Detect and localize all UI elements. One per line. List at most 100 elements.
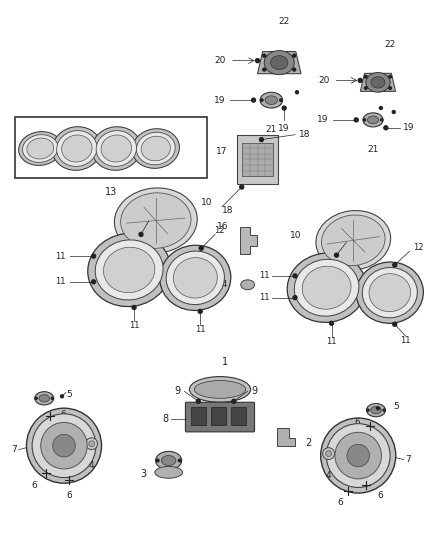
- Text: 19: 19: [215, 95, 226, 104]
- Ellipse shape: [141, 136, 170, 161]
- Ellipse shape: [120, 193, 191, 248]
- Ellipse shape: [162, 456, 176, 465]
- Text: 9: 9: [251, 386, 258, 397]
- Circle shape: [293, 274, 297, 278]
- Text: 18: 18: [222, 206, 233, 215]
- Text: 9: 9: [174, 386, 180, 397]
- Ellipse shape: [241, 280, 254, 290]
- Circle shape: [389, 87, 392, 90]
- Ellipse shape: [369, 273, 410, 312]
- Text: 5: 5: [394, 402, 399, 411]
- Ellipse shape: [52, 127, 102, 171]
- Circle shape: [354, 118, 358, 122]
- Circle shape: [296, 91, 298, 94]
- Ellipse shape: [35, 392, 54, 405]
- Text: 6: 6: [32, 481, 37, 490]
- Ellipse shape: [380, 119, 383, 121]
- Circle shape: [377, 407, 379, 410]
- Circle shape: [255, 59, 259, 62]
- Text: 11: 11: [195, 325, 205, 334]
- Text: 6: 6: [377, 490, 383, 499]
- Circle shape: [261, 99, 263, 101]
- Circle shape: [367, 409, 369, 411]
- Ellipse shape: [371, 77, 385, 88]
- Circle shape: [51, 398, 53, 399]
- Ellipse shape: [366, 72, 390, 92]
- Text: 20: 20: [215, 56, 226, 65]
- Ellipse shape: [363, 113, 383, 127]
- Circle shape: [35, 398, 37, 399]
- Bar: [14, 117, 207, 178]
- Circle shape: [293, 54, 296, 57]
- Circle shape: [259, 138, 263, 142]
- Ellipse shape: [39, 394, 49, 402]
- Ellipse shape: [95, 240, 163, 300]
- Text: 6: 6: [66, 490, 72, 499]
- Text: 7: 7: [406, 455, 411, 464]
- Ellipse shape: [178, 459, 181, 462]
- Polygon shape: [360, 74, 396, 91]
- Text: 22: 22: [279, 17, 290, 26]
- Circle shape: [293, 296, 297, 300]
- Text: 10: 10: [201, 198, 213, 207]
- Circle shape: [364, 119, 365, 121]
- Text: 11: 11: [56, 252, 66, 261]
- Text: 21: 21: [367, 145, 379, 154]
- Circle shape: [280, 99, 282, 101]
- Circle shape: [358, 78, 362, 83]
- Circle shape: [282, 106, 286, 110]
- Text: 10: 10: [290, 231, 302, 240]
- Ellipse shape: [264, 51, 294, 75]
- Ellipse shape: [279, 99, 283, 101]
- Text: 12: 12: [345, 234, 356, 243]
- Ellipse shape: [35, 398, 37, 399]
- Ellipse shape: [189, 377, 251, 402]
- Circle shape: [389, 75, 392, 78]
- Text: 4: 4: [326, 471, 332, 480]
- Polygon shape: [240, 227, 257, 254]
- Text: 19: 19: [317, 115, 328, 124]
- Ellipse shape: [27, 138, 54, 159]
- Text: 19: 19: [403, 123, 414, 132]
- Text: 6: 6: [60, 409, 66, 418]
- Ellipse shape: [32, 414, 96, 478]
- Ellipse shape: [173, 257, 217, 298]
- Ellipse shape: [51, 398, 53, 399]
- Text: 12: 12: [148, 212, 158, 221]
- Circle shape: [139, 232, 143, 237]
- Circle shape: [384, 126, 388, 130]
- Ellipse shape: [114, 188, 197, 253]
- FancyBboxPatch shape: [191, 407, 206, 425]
- Ellipse shape: [302, 266, 351, 309]
- Ellipse shape: [356, 262, 424, 324]
- Ellipse shape: [367, 409, 369, 411]
- Circle shape: [335, 253, 339, 257]
- Ellipse shape: [265, 96, 278, 104]
- Circle shape: [393, 263, 397, 267]
- Text: 3: 3: [141, 470, 147, 479]
- Circle shape: [132, 305, 136, 310]
- Circle shape: [232, 399, 236, 403]
- Text: 2: 2: [305, 438, 311, 448]
- Circle shape: [393, 322, 397, 326]
- Ellipse shape: [155, 466, 183, 478]
- Polygon shape: [258, 52, 301, 74]
- Ellipse shape: [347, 445, 370, 467]
- Circle shape: [379, 107, 382, 109]
- Text: 11: 11: [259, 293, 269, 302]
- Circle shape: [381, 119, 382, 121]
- Text: 16: 16: [217, 222, 229, 231]
- Circle shape: [240, 185, 244, 189]
- Ellipse shape: [326, 424, 390, 488]
- Ellipse shape: [103, 247, 155, 293]
- Polygon shape: [277, 428, 295, 446]
- Ellipse shape: [166, 251, 224, 304]
- Ellipse shape: [88, 441, 95, 447]
- Ellipse shape: [156, 459, 159, 462]
- Text: 11: 11: [400, 336, 411, 344]
- Text: 14: 14: [216, 280, 228, 289]
- Text: 12: 12: [413, 243, 424, 252]
- FancyBboxPatch shape: [211, 407, 226, 425]
- Text: 20: 20: [318, 76, 329, 85]
- Ellipse shape: [53, 434, 75, 457]
